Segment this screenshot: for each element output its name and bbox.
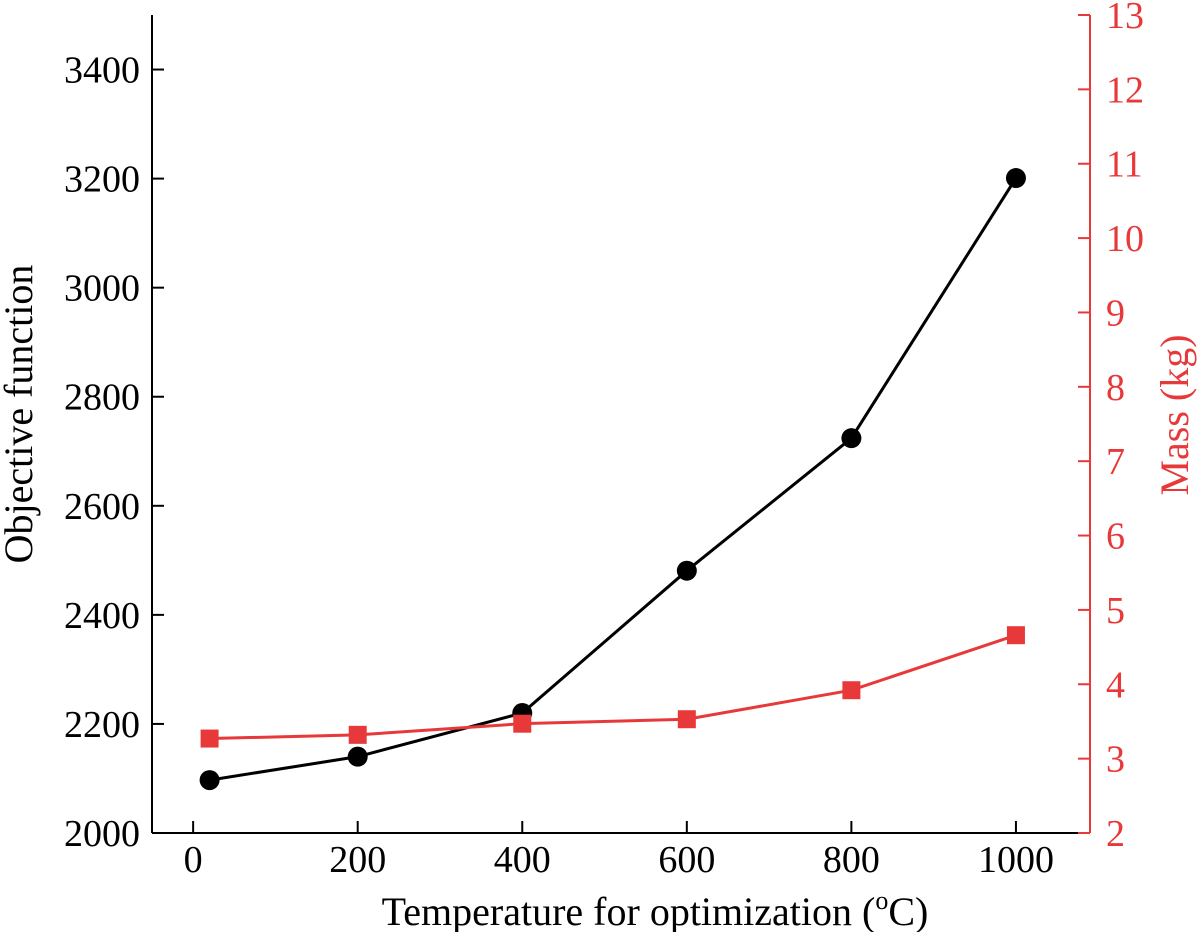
- right-y-axis-title: Mass (kg): [1152, 334, 1197, 495]
- left-y-tick-label: 2400: [64, 595, 140, 637]
- objective-function-point: [347, 746, 368, 767]
- x-tick-label: 600: [658, 839, 715, 881]
- mass-point: [513, 714, 532, 733]
- left-y-tick-label: 2600: [64, 486, 140, 528]
- mass-point: [1006, 626, 1025, 645]
- objective-function-point: [841, 428, 862, 449]
- left-y-tick-label: 3000: [64, 268, 140, 310]
- right-y-tick-label: 9: [1106, 292, 1125, 334]
- left-y-tick-label: 2800: [64, 377, 140, 419]
- series-layer: [199, 168, 1026, 791]
- right-y-tick-label: 12: [1106, 69, 1144, 111]
- objective-function-point: [676, 560, 697, 581]
- right-y-tick-label: 7: [1106, 441, 1125, 483]
- right-y-tick-label: 3: [1106, 739, 1125, 781]
- left-y-tick-label: 3200: [64, 159, 140, 201]
- x-tick-label: 1000: [978, 839, 1054, 881]
- right-y-tick-label: 2: [1106, 813, 1125, 855]
- right-y-tick-label: 8: [1106, 367, 1125, 409]
- x-tick-label: 0: [184, 839, 203, 881]
- objective-function-point: [1005, 168, 1026, 189]
- left-y-tick-label: 2200: [64, 704, 140, 746]
- mass-series-line: [209, 633, 1017, 741]
- objective-function-series-line: [209, 177, 1018, 782]
- right-y-tick-label: 13: [1106, 0, 1144, 37]
- mass-point: [348, 725, 367, 744]
- right-y-tick-label: 6: [1106, 516, 1125, 558]
- x-axis-title: Temperature for optimization (oC): [382, 886, 929, 932]
- left-y-tick-label: 2000: [64, 813, 140, 855]
- right-y-tick-label: 11: [1106, 144, 1143, 186]
- mass-point: [677, 710, 696, 729]
- mass-point: [200, 729, 219, 748]
- right-y-tick-label: 10: [1106, 218, 1144, 260]
- axes: [151, 14, 1091, 834]
- tick-labels: 0 200 400 600 800 1000 2000 2200 2400 2600 2800 300…: [64, 0, 1144, 881]
- x-tick-label: 800: [823, 839, 880, 881]
- right-y-tick-label: 4: [1106, 664, 1125, 706]
- mass-point: [842, 681, 861, 700]
- left-y-axis-title: Objective function: [0, 265, 41, 564]
- right-y-tick-label: 5: [1106, 590, 1125, 632]
- objective-function-point: [199, 770, 220, 791]
- x-tick-label: 400: [494, 839, 551, 881]
- x-tick-label: 200: [329, 839, 386, 881]
- left-y-tick-label: 3400: [64, 50, 140, 92]
